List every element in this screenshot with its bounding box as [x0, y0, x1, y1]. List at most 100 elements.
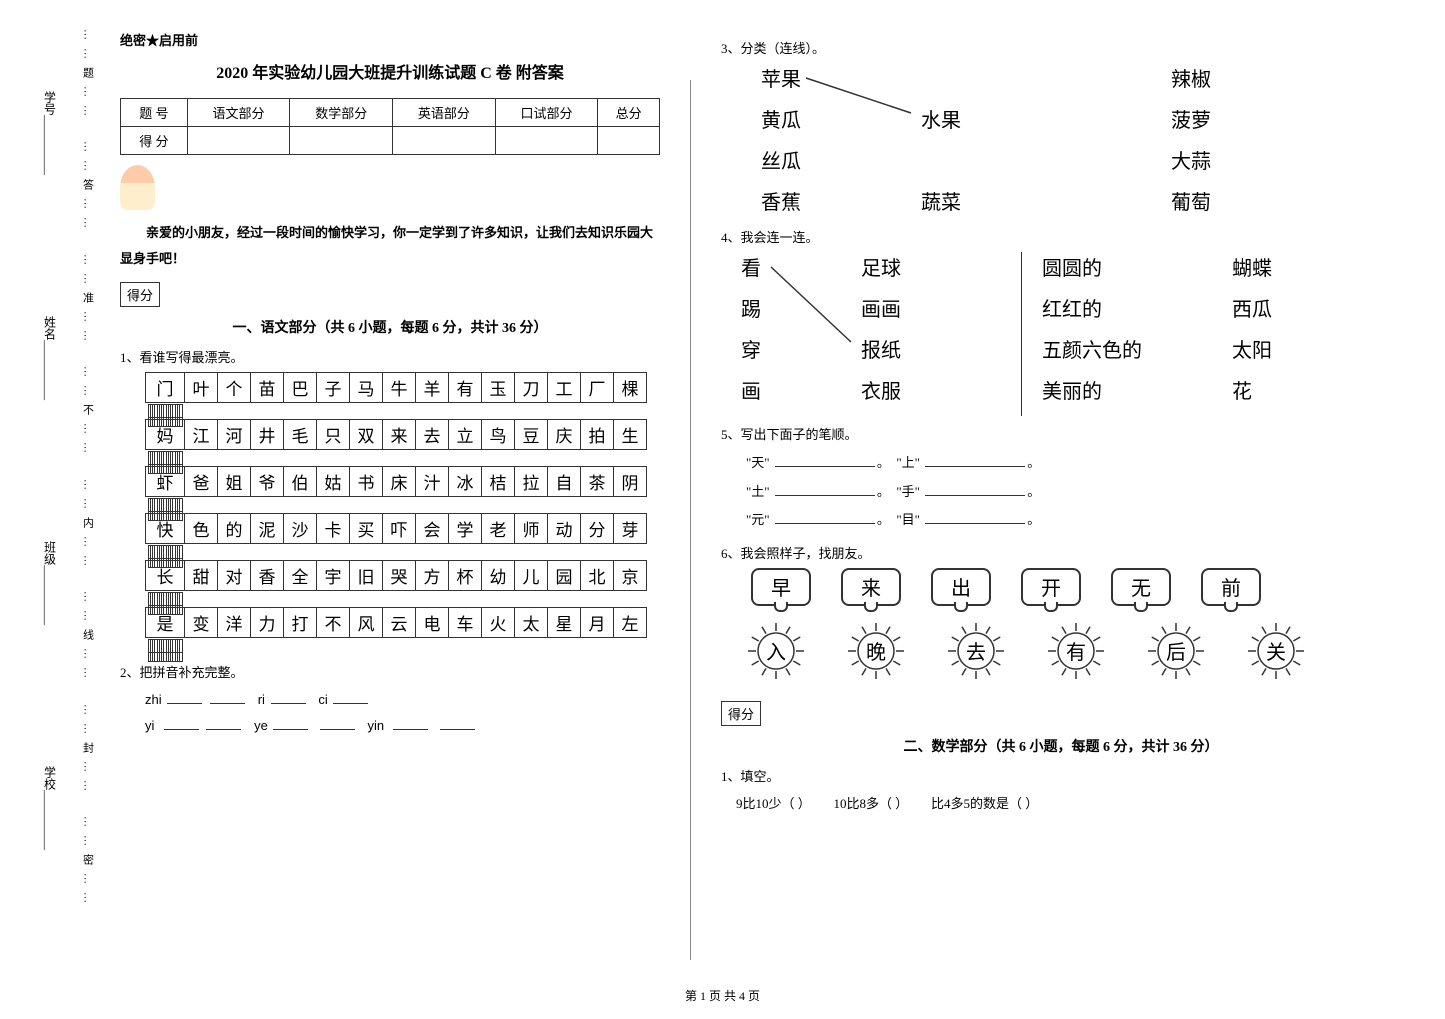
char-cell: 宇: [317, 561, 350, 591]
table-row: 题 号 语文部分 数学部分 英语部分 口试部分 总分: [121, 99, 660, 127]
column-divider: [690, 80, 691, 960]
match-row: 画 衣服: [721, 375, 1001, 404]
match-right: 葡萄: [1171, 186, 1271, 215]
question-2: 2、把拼音补充完整。: [120, 662, 660, 681]
table-row: 长甜对香全宇旧哭方杯幼儿园北京: [146, 561, 647, 591]
td: [187, 127, 290, 155]
char-cell: 冰: [449, 467, 482, 497]
table-row: [148, 498, 183, 512]
char-cell: 江: [185, 420, 218, 450]
match-row: 红红的 西瓜: [1042, 293, 1332, 322]
dotted-char: ……封……: [80, 704, 96, 799]
char-cell: 吓: [383, 514, 416, 544]
match-left: 画: [741, 375, 801, 404]
question-5: 5、写出下面子的笔顺。: [721, 424, 1401, 443]
char-cell: 工: [548, 373, 581, 403]
match-left: 美丽的: [1042, 375, 1192, 404]
dotted-char: ……题……: [80, 29, 96, 124]
mascot-icon: [120, 165, 155, 210]
char-cell: 风: [350, 608, 383, 638]
match-row: 圆圆的 蝴蝶: [1042, 252, 1332, 281]
char-cell: 动: [548, 514, 581, 544]
char-cell: 玉: [482, 373, 515, 403]
char-cell: 方: [416, 561, 449, 591]
bubble-box: 出: [931, 568, 991, 606]
char-cell: 北: [581, 561, 614, 591]
binding-labels: 学号__________ 姓名__________ 班级__________ 学…: [30, 20, 70, 920]
exam-title: 2020 年实验幼儿园大班提升训练试题 C 卷 附答案: [120, 59, 660, 83]
char-cell: 河: [218, 420, 251, 450]
char-cell: 云: [383, 608, 416, 638]
char-cell: 毛: [284, 420, 317, 450]
char-cell: 火: [482, 608, 515, 638]
sun-bubble: 关: [1241, 626, 1311, 676]
char-cell: 爷: [251, 467, 284, 497]
char-cell: 拍: [581, 420, 614, 450]
match-row: 丝瓜 大蒜: [721, 145, 1401, 174]
match-right: 蝴蝶: [1232, 252, 1332, 281]
fill-row: 9比10少（ ） 10比8多（ ） 比4多5的数是（ ）: [736, 791, 1401, 817]
char-cell: 师: [515, 514, 548, 544]
side-name: 姓名__________: [42, 316, 59, 400]
char-cell: 车: [449, 608, 482, 638]
char-cell: 旧: [350, 561, 383, 591]
intro-block: 亲爱的小朋友，经过一段时间的愉快学习，你一定学到了许多知识，让我们去知识乐园大显…: [120, 165, 660, 272]
char-cell: 书: [350, 467, 383, 497]
td: [393, 127, 496, 155]
bubble-row-bottom: 入 晚 去 有 后 关: [741, 626, 1401, 676]
page-footer: 第 1 页 共 4 页: [0, 987, 1445, 1004]
bubble-box: 开: [1021, 568, 1081, 606]
match-row: 美丽的 花: [1042, 375, 1332, 404]
character-grid: 门叶个苗巴子马牛羊有玉刀工厂棵妈江河井毛只双来去立鸟豆庆拍生虾爸姐爷伯姑书床汁冰…: [145, 372, 647, 654]
char-cell: 子: [317, 373, 350, 403]
table-row: [148, 639, 183, 653]
stroke-row: "土" 。 "手" 。: [746, 478, 1401, 507]
table-row: [148, 592, 183, 606]
match-left: 香蕉: [761, 186, 861, 215]
char-cell: 园: [548, 561, 581, 591]
match-row: 黄瓜 水果 菠萝: [721, 104, 1401, 133]
table-row: 快色的泥沙卡买吓会学老师动分芽: [146, 514, 647, 544]
char-cell: 井: [251, 420, 284, 450]
char-cell: 庆: [548, 420, 581, 450]
question-1: 1、看谁写得最漂亮。: [120, 347, 660, 366]
char-cell: 个: [218, 373, 251, 403]
char-cell: 巴: [284, 373, 317, 403]
th: 数学部分: [290, 99, 393, 127]
char-cell: 哭: [383, 561, 416, 591]
char-cell: 只: [317, 420, 350, 450]
char-cell: 香: [251, 561, 284, 591]
char-cell: 儿: [515, 561, 548, 591]
table-row: 得 分: [121, 127, 660, 155]
char-cell: 太: [515, 608, 548, 638]
bubble-row-top: 早来出开无前: [751, 568, 1401, 606]
confidential-label: 绝密★启用前: [120, 30, 660, 49]
th: 英语部分: [393, 99, 496, 127]
match-row: 踢 画画: [721, 293, 1001, 322]
match-right: 辣椒: [1171, 63, 1271, 92]
char-cell: 幼: [482, 561, 515, 591]
match2b-rows: 圆圆的 蝴蝶红红的 西瓜五颜六色的 太阳美丽的 花: [1042, 252, 1332, 416]
char-cell: 卡: [317, 514, 350, 544]
char-cell: 全: [284, 561, 317, 591]
char-cell: 刀: [515, 373, 548, 403]
match-block-2: 看 足球踢 画画穿 报纸画 衣服 圆圆的 蝴蝶红红的 西瓜五颜六色的 太阳美丽的…: [721, 252, 1401, 416]
blank-cell: [180, 639, 182, 661]
char-cell: 伯: [284, 467, 317, 497]
match-left: 苹果: [761, 63, 861, 92]
char-cell: 不: [317, 608, 350, 638]
score-table: 题 号 语文部分 数学部分 英语部分 口试部分 总分 得 分: [120, 98, 660, 155]
char-cell: 羊: [416, 373, 449, 403]
th: 总分: [598, 99, 660, 127]
match-right: 花: [1232, 375, 1332, 404]
char-cell: 姑: [317, 467, 350, 497]
char-cell: 甜: [185, 561, 218, 591]
char-cell: 对: [218, 561, 251, 591]
char-cell: 生: [614, 420, 647, 450]
table-row: 虾爸姐爷伯姑书床汁冰桔拉自茶阴: [146, 467, 647, 497]
blank-cell: [180, 451, 182, 473]
stroke-block: "天" 。 "上" 。"土" 。 "手" 。"元" 。 "目" 。: [721, 449, 1401, 535]
char-cell: 买: [350, 514, 383, 544]
dotted-char: ……不……: [80, 366, 96, 461]
match-row: 五颜六色的 太阳: [1042, 334, 1332, 363]
